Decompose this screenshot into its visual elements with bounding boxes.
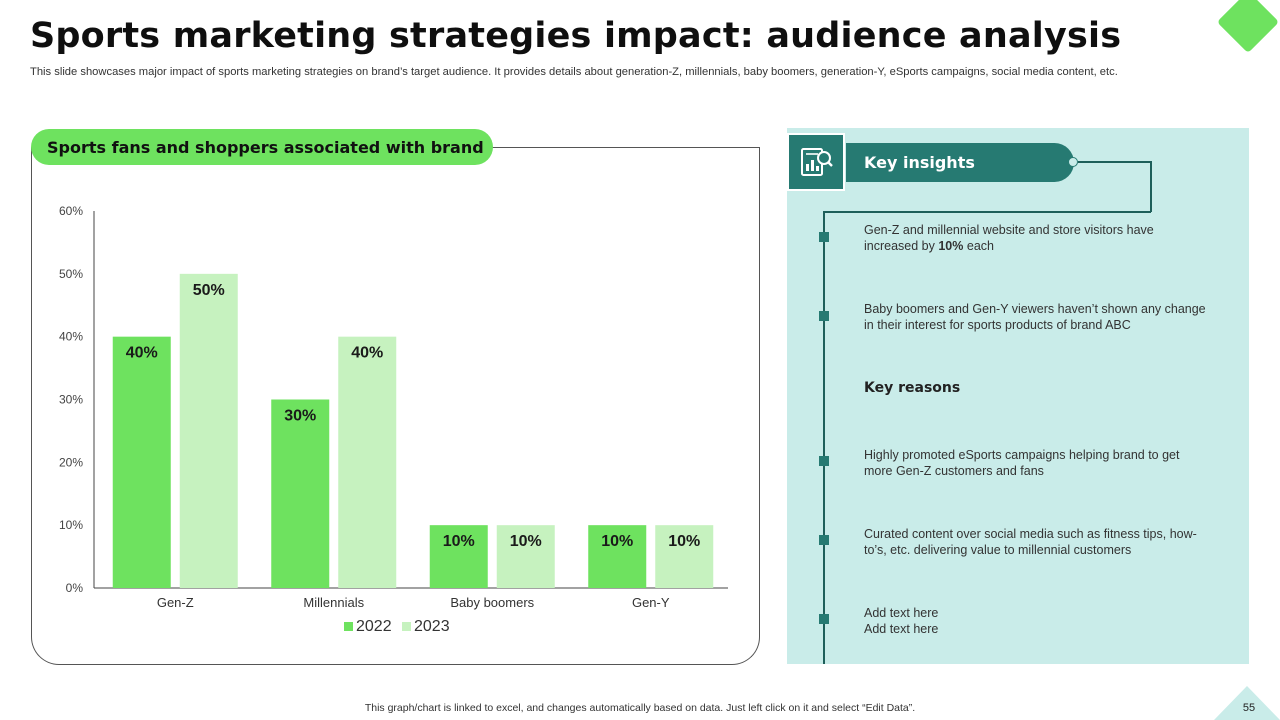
y-tick-label: 10% (59, 518, 83, 532)
footer-note: This graph/chart is linked to excel, and… (364, 702, 916, 714)
corner-diamond-decoration (1216, 0, 1280, 54)
bar-chart[interactable]: 0% 10% 20% 30% 40% 50% 60% 40% 50% Gen-Z 30% 40% Mil… (32, 190, 752, 650)
data-label: 10% (601, 533, 633, 550)
reason-item: Highly promoted eSports campaigns helpin… (864, 448, 1180, 478)
slide-subtitle: This slide showcases major impact of spo… (30, 66, 1118, 78)
connector-line (1150, 161, 1152, 212)
insights-panel (787, 128, 1249, 664)
bullet-marker (819, 232, 829, 242)
x-tick-label: Gen-Z (157, 595, 194, 610)
bar (271, 399, 330, 588)
data-label: 40% (351, 345, 383, 362)
bar (496, 525, 555, 588)
page-number: 55 (1242, 702, 1256, 714)
bar (588, 525, 647, 588)
bar (112, 336, 171, 588)
reason-item: Curated content over social media such a… (864, 527, 1197, 557)
x-tick-label: Baby boomers (450, 595, 534, 610)
insight-item: Gen-Z and millennial website and store v… (864, 223, 1154, 253)
data-label: 50% (193, 282, 225, 299)
bar (655, 525, 714, 588)
bullet-marker (819, 535, 829, 545)
insight-item: Baby boomers and Gen-Y viewers haven’t s… (864, 302, 1206, 332)
bullet-marker (819, 311, 829, 321)
y-tick-label: 0% (66, 581, 84, 595)
bar (179, 273, 238, 588)
data-label: 40% (126, 345, 158, 362)
y-tick-label: 60% (59, 204, 83, 218)
bullet-marker (819, 614, 829, 624)
legend-label: 2022 (356, 618, 392, 635)
connector-line (823, 211, 1151, 213)
data-label: 10% (443, 533, 475, 550)
data-label: 10% (510, 533, 542, 550)
timeline-line (823, 211, 825, 664)
slide-title: Sports marketing strategies impact: audi… (30, 16, 1122, 56)
key-reasons-heading: Key reasons (864, 380, 961, 396)
x-tick-label: Millennials (303, 595, 364, 610)
y-tick-label: 40% (59, 330, 83, 344)
y-tick-label: 20% (59, 455, 83, 469)
key-insights-heading: Key insights (846, 143, 1074, 182)
legend-swatch (402, 622, 411, 631)
legend-swatch (344, 622, 353, 631)
bullet-marker (819, 456, 829, 466)
reason-item: Add text here Add text here (864, 606, 939, 636)
legend-label: 2023 (414, 618, 450, 635)
chart-panel-border (480, 147, 760, 148)
y-tick-label: 50% (59, 267, 83, 281)
connector-dot (1068, 157, 1078, 167)
bar (429, 525, 488, 588)
y-tick-label: 30% (59, 393, 83, 407)
x-tick-label: Gen-Y (632, 595, 670, 610)
chart-heading: Sports fans and shoppers associated with… (31, 129, 493, 165)
data-label: 30% (284, 408, 316, 425)
connector-line (1078, 161, 1151, 163)
report-analysis-icon (787, 133, 845, 191)
chart-panel (31, 147, 760, 665)
data-label: 10% (668, 533, 700, 550)
bar (338, 336, 397, 588)
